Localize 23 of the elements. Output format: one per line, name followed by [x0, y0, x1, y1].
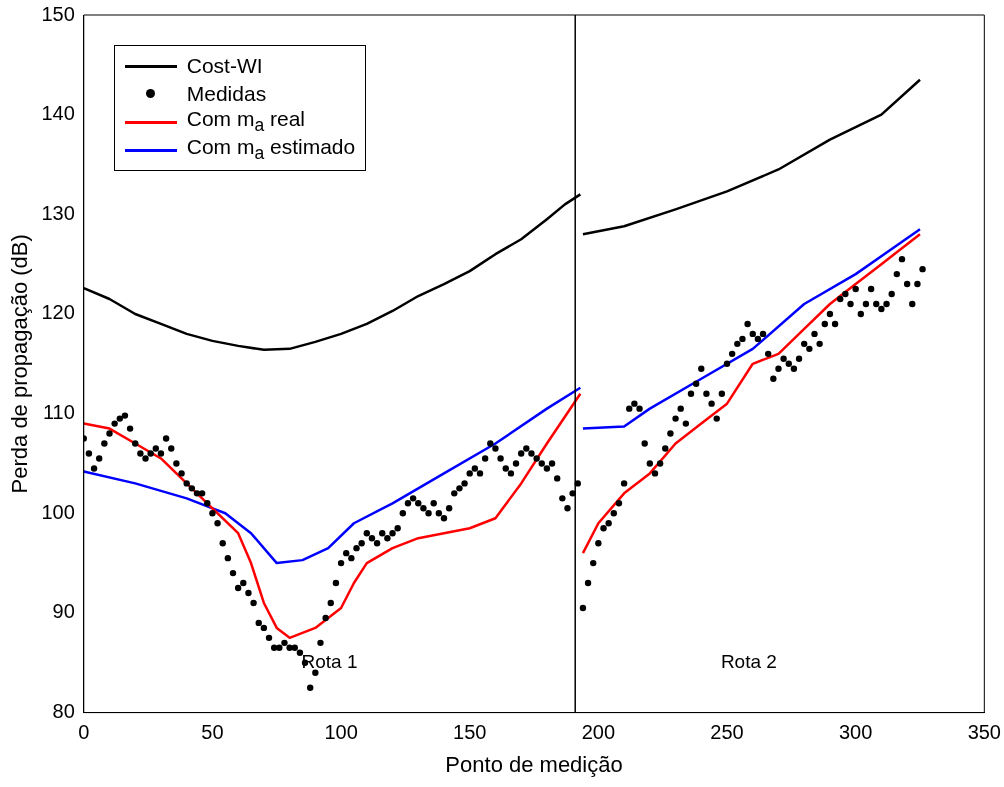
y-tick-label: 140	[41, 102, 75, 125]
legend-label: Com m$_{a}$ real	[186, 107, 306, 137]
x-tick-label: 50	[201, 721, 224, 744]
x-tick-label: 200	[581, 721, 616, 744]
y-tick-label: 120	[41, 301, 75, 324]
y-tick-label: 100	[41, 500, 75, 523]
x-tick-label: 0	[78, 721, 90, 744]
legend-label: Com m$_{a}$ estimado	[186, 135, 356, 165]
x-tick-label: 100	[324, 721, 358, 744]
legend-label: Cost-WI	[186, 54, 263, 78]
annotation: Rota 2	[720, 650, 777, 672]
x-tick-label: 350	[967, 721, 1001, 744]
y-tick-label: 90	[52, 600, 75, 623]
x-tick-label: 300	[838, 721, 873, 744]
x-tick-label: 150	[453, 721, 487, 744]
x-tick-label: 250	[710, 721, 744, 744]
y-tick-label: 110	[42, 401, 75, 424]
x-axis-title: Ponto de medição	[445, 751, 623, 777]
y-tick-label: 130	[41, 201, 75, 224]
y-tick-label: 150	[41, 2, 75, 25]
y-axis-title: Perda de propagação (dB)	[7, 234, 33, 494]
y-tick-label: 80	[52, 700, 75, 723]
legend-label: Medidas	[186, 82, 267, 106]
